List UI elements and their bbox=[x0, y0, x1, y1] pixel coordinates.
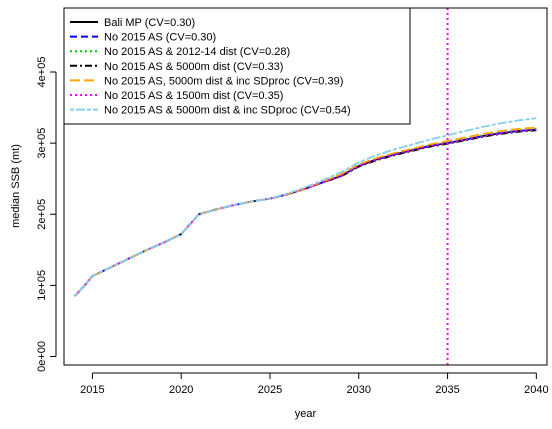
axis-layer: 2015 2020 2025 2030 2035 2040 0e+00 1e+05 2e+05 3… bbox=[36, 57, 549, 396]
series-line-1 bbox=[74, 128, 537, 297]
x-axis-label: year bbox=[295, 408, 317, 420]
y-tick-label: 1e+05 bbox=[36, 270, 48, 301]
legend-label: No 2015 AS & 5000m dist (CV=0.33) bbox=[104, 61, 283, 73]
x-tick-label: 2030 bbox=[347, 384, 371, 396]
y-tick-label: 2e+05 bbox=[36, 199, 48, 230]
legend-label: No 2015 AS & 5000m dist & inc SDproc (CV… bbox=[104, 105, 351, 117]
legend-label: No 2015 AS (CV=0.30) bbox=[104, 32, 216, 44]
y-axis-label: median SSB (mt) bbox=[10, 144, 22, 228]
series-line-3 bbox=[74, 128, 537, 297]
series-line-4 bbox=[74, 129, 537, 297]
series-line-7 bbox=[74, 117, 537, 297]
plot-layer bbox=[74, 8, 537, 365]
legend-label: Bali MP (CV=0.30) bbox=[104, 17, 195, 29]
legend-label: No 2015 AS, 5000m dist & inc SDproc (CV=… bbox=[104, 75, 343, 87]
x-tick-label: 2040 bbox=[524, 384, 548, 396]
y-tick-label: 4e+05 bbox=[36, 57, 48, 88]
series-line-2 bbox=[74, 128, 537, 297]
y-tick-label: 0e+00 bbox=[36, 341, 48, 372]
series-group bbox=[74, 117, 537, 297]
series-line-5 bbox=[74, 126, 537, 297]
legend-label: No 2015 AS & 2012-14 dist (CV=0.28) bbox=[104, 46, 290, 58]
x-tick-label: 2025 bbox=[258, 384, 282, 396]
y-tick-label: 3e+05 bbox=[36, 128, 48, 159]
legend: Bali MP (CV=0.30) No 2015 AS (CV=0.30) No … bbox=[63, 7, 411, 125]
x-tick-label: 2035 bbox=[435, 384, 459, 396]
x-tick-label: 2015 bbox=[80, 384, 104, 396]
legend-box bbox=[63, 7, 411, 125]
legend-label: No 2015 AS & 1500m dist (CV=0.35) bbox=[104, 90, 283, 102]
series-line-6 bbox=[74, 128, 537, 297]
x-tick-label: 2020 bbox=[169, 384, 193, 396]
